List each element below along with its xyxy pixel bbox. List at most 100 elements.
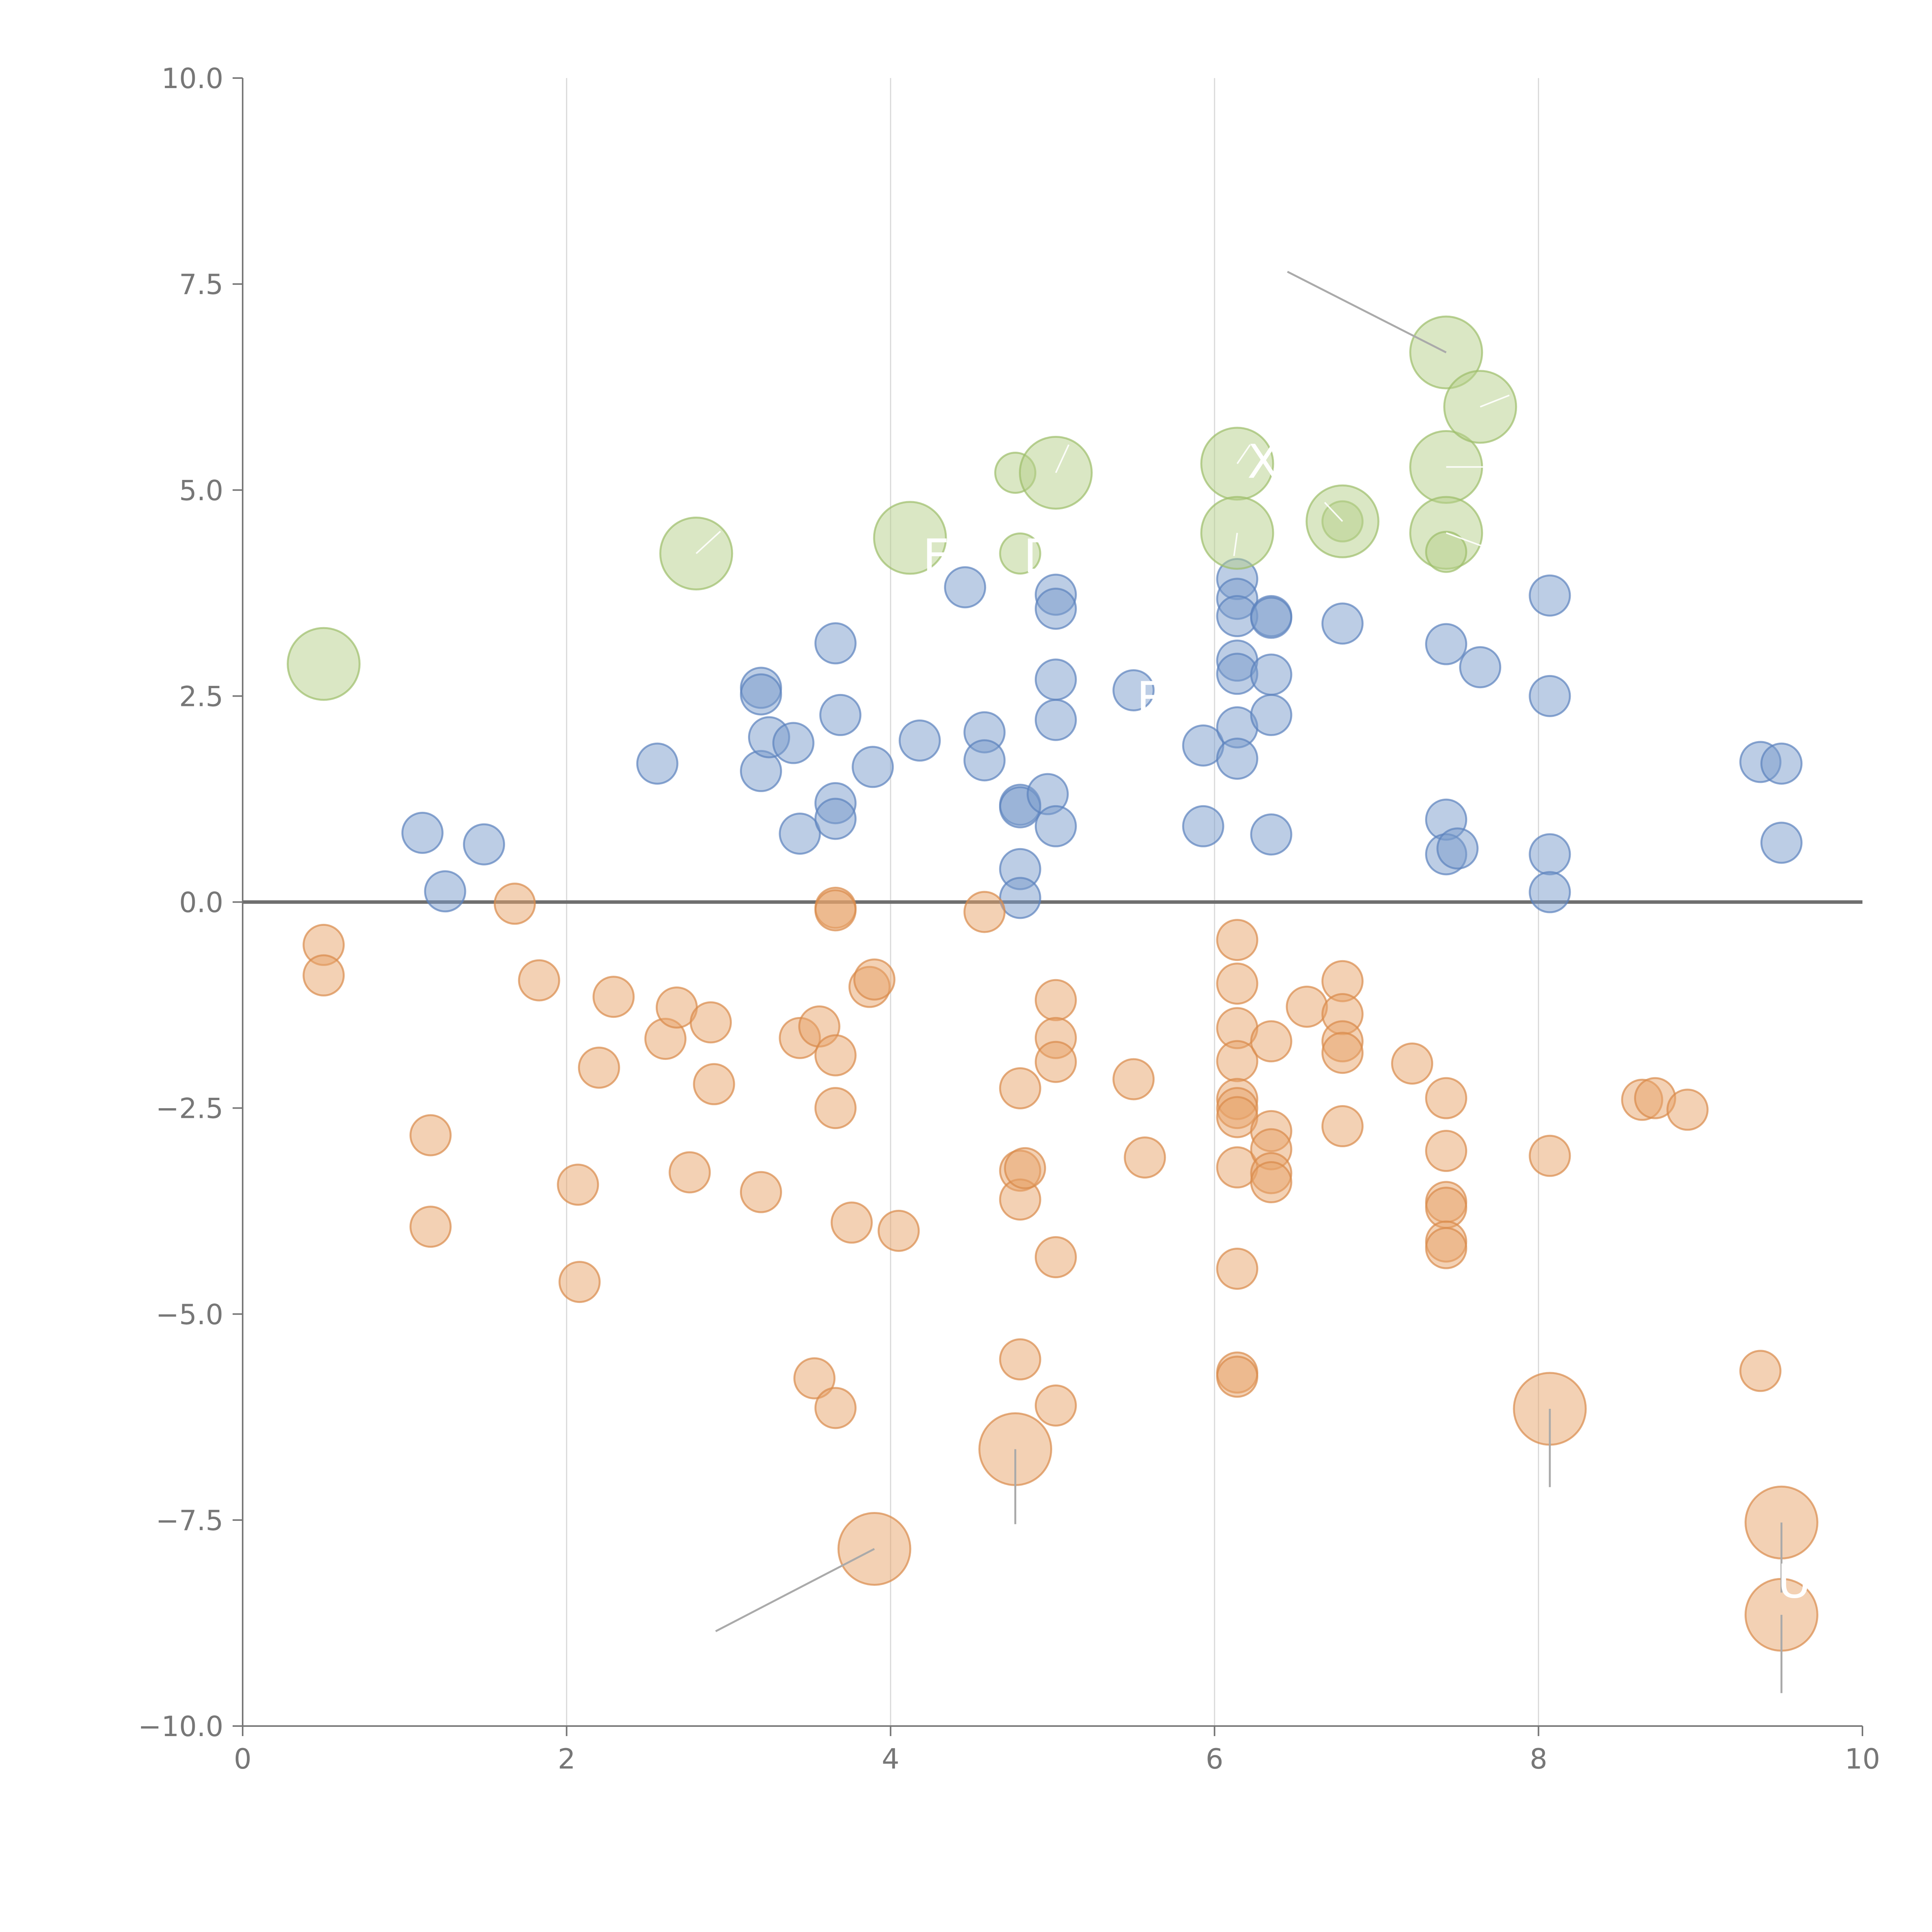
point-orange (1425, 1130, 1468, 1172)
point-blue (1760, 742, 1803, 785)
point-orange (1321, 1105, 1364, 1148)
point-orange (814, 1034, 857, 1077)
point-orange (409, 1114, 452, 1156)
point-blue (401, 811, 444, 854)
leader-line (715, 1548, 875, 1632)
y-tick-label: 2.5 (179, 680, 223, 713)
point-orange (1216, 919, 1259, 961)
point-blue (1034, 699, 1077, 741)
point-orange (814, 1087, 857, 1129)
y-tick-label: 5.0 (179, 474, 223, 507)
point-orange (1529, 1134, 1571, 1177)
x-tick-label: 0 (234, 1743, 252, 1775)
x-tick-label: 4 (882, 1743, 900, 1775)
point-orange (1286, 985, 1328, 1028)
point-blue (1112, 669, 1155, 711)
point-blue (1529, 574, 1571, 617)
leader-line (1055, 444, 1070, 473)
point-label: U (1777, 1555, 1811, 1609)
y-tick-label: −7.5 (156, 1504, 223, 1537)
point-orange (668, 1151, 711, 1194)
point-orange (793, 1357, 836, 1400)
point-blue (463, 823, 505, 866)
point-orange (1112, 1058, 1155, 1100)
point-blue (740, 673, 782, 716)
point-blue (1425, 623, 1468, 665)
point-orange (1034, 1041, 1077, 1083)
leader-line (696, 531, 721, 554)
point-green (1425, 531, 1468, 573)
point-orange (878, 1209, 920, 1252)
point-orange (830, 1201, 873, 1244)
data-points (287, 315, 1818, 1652)
point-orange (1321, 1032, 1364, 1074)
point-orange (999, 1067, 1041, 1109)
point-orange (1216, 1247, 1259, 1290)
leader-line (1233, 532, 1238, 556)
point-blue (1182, 805, 1225, 847)
point-blue (636, 742, 679, 785)
point-blue (814, 622, 857, 665)
point-blue (1459, 646, 1502, 689)
point-label: D (1023, 530, 1059, 584)
leader-line (1324, 502, 1343, 522)
point-blue (1760, 821, 1803, 864)
point-label: O (1358, 435, 1395, 489)
point-orange (1250, 1020, 1293, 1063)
point-blue (1034, 805, 1077, 847)
point-orange (853, 958, 896, 1001)
point-orange (1739, 1350, 1782, 1392)
point-blue (963, 739, 1006, 782)
point-orange (1124, 1136, 1166, 1179)
point-blue (1250, 813, 1293, 856)
point-blue (1034, 658, 1077, 701)
point-green (873, 501, 947, 575)
point-labels: X OF C DFU (923, 435, 1811, 1609)
point-orange (689, 1001, 732, 1044)
point-blue (1250, 597, 1293, 639)
point-orange (1250, 1161, 1293, 1204)
point-blue (1529, 833, 1571, 876)
point-orange (999, 1338, 1041, 1381)
point-label: F (1136, 672, 1163, 726)
point-orange (558, 1261, 601, 1303)
point-orange (1391, 1042, 1434, 1085)
y-tick-label: −5.0 (156, 1298, 223, 1331)
point-orange (1216, 1355, 1259, 1398)
leader-lines (696, 270, 1782, 1693)
point-blue (852, 746, 894, 788)
point-blue (999, 877, 1041, 919)
point-orange (740, 1171, 782, 1213)
point-blue (1250, 694, 1293, 736)
point-orange (578, 1046, 620, 1089)
leader-line (1446, 532, 1487, 549)
point-blue (1034, 587, 1077, 630)
point-orange (693, 1063, 735, 1105)
point-blue (779, 813, 821, 855)
point-blue (814, 798, 857, 840)
x-tick-label: 2 (558, 1743, 575, 1775)
y-tick-label: −10.0 (138, 1710, 223, 1743)
y-tick-label: 10.0 (162, 62, 223, 95)
point-orange (1034, 1384, 1077, 1427)
leader-line (1480, 395, 1510, 408)
point-blue (944, 566, 986, 609)
leader-line (1287, 270, 1447, 354)
point-blue (898, 719, 941, 762)
point-orange (409, 1206, 452, 1248)
point-orange (493, 883, 536, 925)
x-axis-ticks: 0 2 4 6 8 10 (234, 1726, 1880, 1775)
point-blue (424, 870, 466, 913)
point-blue (819, 694, 862, 736)
point-orange (963, 891, 1006, 933)
point-blue (772, 722, 815, 764)
point-orange (814, 889, 857, 932)
point-orange (1216, 963, 1259, 1005)
x-tick-label: 8 (1530, 1743, 1548, 1775)
point-orange (814, 1387, 857, 1429)
point-blue (1250, 653, 1293, 696)
point-blue (1529, 675, 1571, 717)
point-orange (518, 959, 560, 1002)
point-orange (1034, 979, 1077, 1021)
